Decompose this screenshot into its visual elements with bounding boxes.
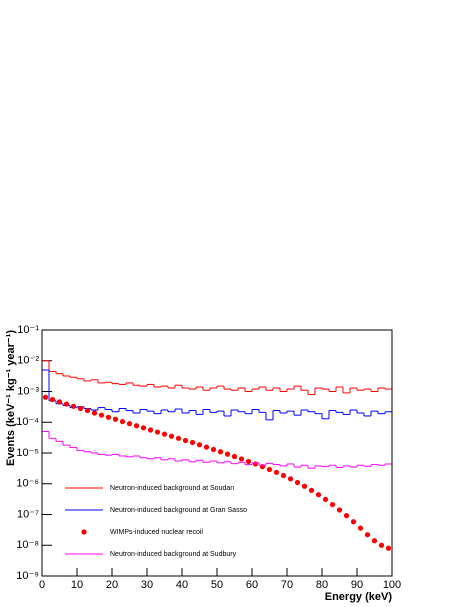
data-point xyxy=(378,542,385,548)
data-point xyxy=(77,405,84,412)
data-point xyxy=(203,444,210,450)
y-axis-label: Events (keV⁻¹ kg⁻¹ year⁻¹) xyxy=(5,330,17,466)
data-point xyxy=(210,446,217,453)
x-tick-label: 10 xyxy=(71,579,83,591)
data-point xyxy=(252,461,259,467)
data-point xyxy=(56,399,63,405)
legend-label: Neutron-induced background at Sudbury xyxy=(110,551,237,558)
x-tick-label: 50 xyxy=(211,579,223,591)
data-point xyxy=(182,437,189,444)
data-point xyxy=(329,501,336,508)
y-tick-label: 10⁻⁶ xyxy=(16,478,39,490)
data-point xyxy=(371,538,378,544)
data-point xyxy=(112,416,119,422)
legend-marker xyxy=(81,529,87,535)
y-tick-label: 10⁻⁹ xyxy=(16,570,39,582)
y-tick-label: 10⁻¹ xyxy=(17,324,39,336)
data-point xyxy=(140,425,147,431)
legend-label: Neutron-induced background at Soudan xyxy=(110,485,234,492)
y-tick-label: 10⁻² xyxy=(17,355,39,367)
data-point xyxy=(70,403,77,409)
x-tick-label: 30 xyxy=(141,579,153,591)
data-point xyxy=(385,545,392,551)
data-point xyxy=(287,476,294,482)
x-tick-label: 70 xyxy=(281,579,293,591)
data-point xyxy=(42,394,49,400)
data-point xyxy=(105,414,112,420)
data-point xyxy=(217,449,224,455)
data-point xyxy=(315,492,322,498)
data-point xyxy=(343,513,350,519)
data-point xyxy=(63,401,70,407)
legend-label: Neutron-induced background at Gran Sasso xyxy=(110,507,247,514)
y-tick-label: 10⁻³ xyxy=(17,385,39,397)
x-tick-label: 60 xyxy=(246,579,258,591)
x-tick-label: 80 xyxy=(316,579,328,591)
data-point xyxy=(133,423,140,429)
data-point xyxy=(308,487,315,493)
data-point xyxy=(168,433,175,439)
data-point xyxy=(189,439,196,446)
legend-label: WIMPs-induced nuclear recoil xyxy=(110,529,203,536)
data-point xyxy=(161,431,168,437)
data-point xyxy=(301,483,308,489)
data-point xyxy=(245,458,252,465)
x-tick-label: 100 xyxy=(383,579,401,591)
data-point xyxy=(322,496,329,502)
data-point xyxy=(364,532,371,538)
data-point xyxy=(84,407,91,414)
data-point xyxy=(119,418,126,425)
data-point xyxy=(273,469,280,475)
plot-frame xyxy=(41,329,393,577)
data-point xyxy=(238,456,245,462)
x-tick-label: 40 xyxy=(176,579,188,591)
data-point xyxy=(350,519,357,525)
data-point xyxy=(224,451,231,457)
x-axis-label: Energy (keV) xyxy=(325,591,393,603)
y-tick-label: 10⁻⁴ xyxy=(16,416,39,428)
data-point xyxy=(280,472,287,479)
data-point xyxy=(266,466,273,473)
data-point xyxy=(357,525,364,531)
y-tick-label: 10⁻⁵ xyxy=(16,447,39,459)
data-point xyxy=(231,453,238,460)
data-point xyxy=(196,442,203,448)
y-tick-label: 10⁻⁸ xyxy=(16,539,39,551)
data-point xyxy=(126,421,133,427)
data-point xyxy=(98,412,105,418)
x-tick-label: 20 xyxy=(106,579,118,591)
y-tick-label: 10⁻⁷ xyxy=(17,508,39,520)
data-point xyxy=(154,429,161,435)
x-tick-label: 0 xyxy=(39,579,45,591)
data-point xyxy=(294,479,301,486)
data-point xyxy=(49,396,56,403)
data-point xyxy=(91,410,98,416)
data-point xyxy=(147,427,154,433)
x-tick-label: 90 xyxy=(351,579,363,591)
data-point xyxy=(336,507,343,513)
data-point xyxy=(175,435,182,441)
